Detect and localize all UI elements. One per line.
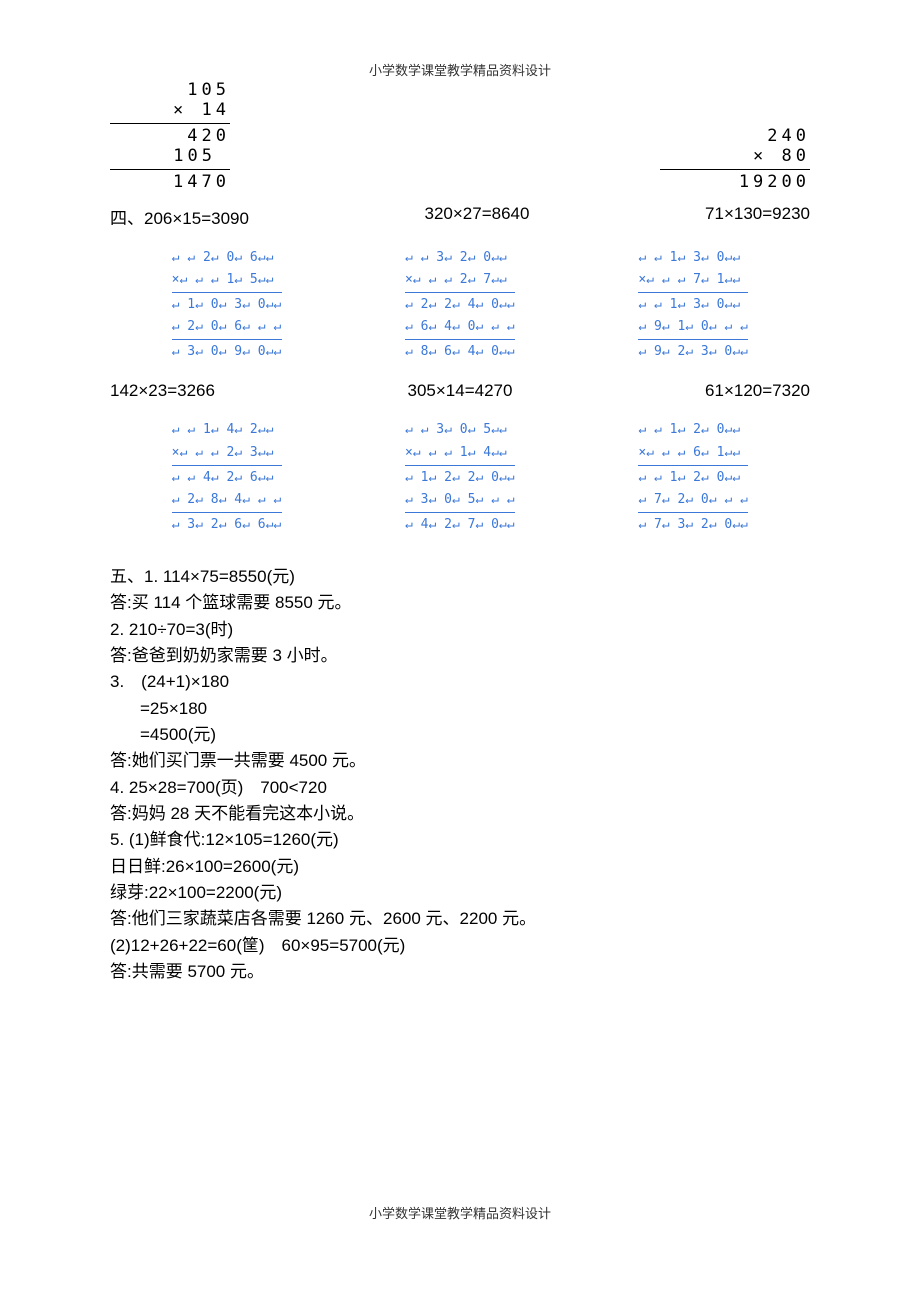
mult-operand: 105 [110, 80, 230, 100]
work-line: ↵ 2↵ 8↵ 4↵ ↵ ↵ [172, 489, 282, 511]
problem-line: 日日鲜:26×100=2600(元) [110, 854, 810, 880]
vertical-mult-2: 240 × 80 19200 [660, 126, 810, 192]
work-line: ↵ 6↵ 4↵ 0↵ ↵ ↵ [405, 316, 515, 338]
vertical-mult-1: 105 × 14 420 105 1470 [110, 80, 230, 192]
blue-rule [638, 512, 748, 513]
equation-text: 320×27=8640 [425, 204, 530, 229]
problems-section: 五、1. 114×75=8550(元) 答:买 114 个篮球需要 8550 元… [110, 564, 810, 986]
work-line: ↵ 7↵ 2↵ 0↵ ↵ ↵ [638, 489, 748, 511]
work-line: ×↵ ↵ ↵ 2↵ 3↵↵ [172, 442, 282, 464]
mult-result: 1470 [110, 172, 230, 192]
work-line: ↵ 3↵ 2↵ 6↵ 6↵↵ [172, 514, 282, 536]
work-block: ↵ ↵ 3↵ 0↵ 5↵↵ ×↵ ↵ ↵ 1↵ 4↵↵ ↵ 1↵ 2↵ 2↵ 0… [405, 419, 515, 535]
work-line: ↵ ↵ 2↵ 0↵ 6↵↵ [172, 247, 282, 269]
equation-text: 305×14=4270 [408, 381, 513, 401]
work-line: ↵ 2↵ 2↵ 4↵ 0↵↵ [405, 294, 515, 316]
problem-line: 绿芽:22×100=2200(元) [110, 880, 810, 906]
mult-partial: 105 [110, 146, 230, 166]
problem-line: 2. 210÷70=3(时) [110, 617, 810, 643]
problem-line: 3. (24+1)×180 [110, 669, 810, 695]
answer-line: 答:他们三家蔬菜店各需要 1260 元、2600 元、2200 元。 [110, 906, 810, 932]
work-line: ↵ ↵ 1↵ 2↵ 0↵↵ [638, 419, 748, 441]
blue-rule [405, 512, 515, 513]
blue-rule [172, 465, 282, 466]
work-line: ↵ 2↵ 0↵ 6↵ ↵ ↵ [172, 316, 282, 338]
blue-rule [638, 292, 748, 293]
work-line: ↵ 8↵ 6↵ 4↵ 0↵↵ [405, 341, 515, 363]
blue-rule [172, 339, 282, 340]
equation-text: 206×15=3090 [144, 209, 249, 228]
problem-line: 4. 25×28=700(页) 700<720 [110, 775, 810, 801]
blue-rule [172, 512, 282, 513]
answer-line: 答:爸爸到奶奶家需要 3 小时。 [110, 643, 810, 669]
work-line: ↵ 7↵ 3↵ 2↵ 0↵↵ [638, 514, 748, 536]
rule-line [110, 123, 230, 124]
work-line: ×↵ ↵ ↵ 2↵ 7↵↵ [405, 269, 515, 291]
section-label: 四、 [110, 209, 144, 228]
work-line: ↵ ↵ 3↵ 0↵ 5↵↵ [405, 419, 515, 441]
blue-rule [405, 292, 515, 293]
mult-operand: × 80 [660, 146, 810, 166]
problem-line: (2)12+26+22=60(筐) 60×95=5700(元) [110, 933, 810, 959]
blue-rule [405, 465, 515, 466]
work-line: ↵ ↵ 1↵ 4↵ 2↵↵ [172, 419, 282, 441]
equation: 四、206×15=3090 [110, 204, 249, 229]
work-line: ↵ 1↵ 0↵ 3↵ 0↵↵ [172, 294, 282, 316]
blue-rule [405, 339, 515, 340]
work-line: ×↵ ↵ ↵ 1↵ 5↵↵ [172, 269, 282, 291]
equation-text: 142×23=3266 [110, 381, 215, 401]
work-line: ↵ ↵ 1↵ 3↵ 0↵↵ [638, 247, 748, 269]
work-line: ↵ 9↵ 1↵ 0↵ ↵ ↵ [638, 316, 748, 338]
answer-line: 答:她们买门票一共需要 4500 元。 [110, 748, 810, 774]
page-header: 小学数学课堂教学精品资料设计 [0, 60, 920, 79]
blue-rule [638, 465, 748, 466]
rule-line [110, 169, 230, 170]
mult-operand: × 14 [110, 100, 230, 120]
work-line: ↵ 4↵ 2↵ 7↵ 0↵↵ [405, 514, 515, 536]
work-line: ×↵ ↵ ↵ 1↵ 4↵↵ [405, 442, 515, 464]
work-line: ↵ 9↵ 2↵ 3↵ 0↵↵ [638, 341, 748, 363]
work-line: ↵ ↵ 3↵ 2↵ 0↵↵ [405, 247, 515, 269]
work-line: ×↵ ↵ ↵ 7↵ 1↵↵ [638, 269, 748, 291]
mult-operand: 240 [660, 126, 810, 146]
mult-result: 19200 [660, 172, 810, 192]
answer-line: 答:共需要 5700 元。 [110, 959, 810, 985]
work-line: ↵ ↵ 1↵ 2↵ 0↵↵ [638, 467, 748, 489]
main-content: 105 × 14 420 105 1470 240 × 80 19200 四、2… [110, 80, 810, 985]
blue-rule [638, 339, 748, 340]
equation-text: 61×120=7320 [705, 381, 810, 401]
work-block: ↵ ↵ 1↵ 2↵ 0↵↵ ×↵ ↵ ↵ 6↵ 1↵↵ ↵ ↵ 1↵ 2↵ 0↵… [638, 419, 748, 535]
blue-rule [172, 292, 282, 293]
problem-line: 五、1. 114×75=8550(元) [110, 564, 810, 590]
work-line: ↵ ↵ 4↵ 2↵ 6↵↵ [172, 467, 282, 489]
problem-line: 5. (1)鲜食代:12×105=1260(元) [110, 827, 810, 853]
work-block: ↵ ↵ 1↵ 4↵ 2↵↵ ×↵ ↵ ↵ 2↵ 3↵↵ ↵ ↵ 4↵ 2↵ 6↵… [172, 419, 282, 535]
answer-line: 答:妈妈 28 天不能看完这本小说。 [110, 801, 810, 827]
mult-partial: 420 [110, 126, 230, 146]
page-footer: 小学数学课堂教学精品资料设计 [0, 1203, 920, 1222]
problem-line: =25×180 [110, 696, 810, 722]
work-block: ↵ ↵ 2↵ 0↵ 6↵↵ ×↵ ↵ ↵ 1↵ 5↵↵ ↵ 1↵ 0↵ 3↵ 0… [172, 247, 282, 363]
work-line: ↵ 3↵ 0↵ 5↵ ↵ ↵ [405, 489, 515, 511]
work-block: ↵ ↵ 3↵ 2↵ 0↵↵ ×↵ ↵ ↵ 2↵ 7↵↵ ↵ 2↵ 2↵ 4↵ 0… [405, 247, 515, 363]
work-block: ↵ ↵ 1↵ 3↵ 0↵↵ ×↵ ↵ ↵ 7↵ 1↵↵ ↵ ↵ 1↵ 3↵ 0↵… [638, 247, 748, 363]
work-line: ↵ ↵ 1↵ 3↵ 0↵↵ [638, 294, 748, 316]
rule-line [660, 169, 810, 170]
work-line: ↵ 1↵ 2↵ 2↵ 0↵↵ [405, 467, 515, 489]
equation-text: 71×130=9230 [705, 204, 810, 229]
work-line: ×↵ ↵ ↵ 6↵ 1↵↵ [638, 442, 748, 464]
work-line: ↵ 3↵ 0↵ 9↵ 0↵↵ [172, 341, 282, 363]
answer-line: 答:买 114 个篮球需要 8550 元。 [110, 590, 810, 616]
problem-line: =4500(元) [110, 722, 810, 748]
